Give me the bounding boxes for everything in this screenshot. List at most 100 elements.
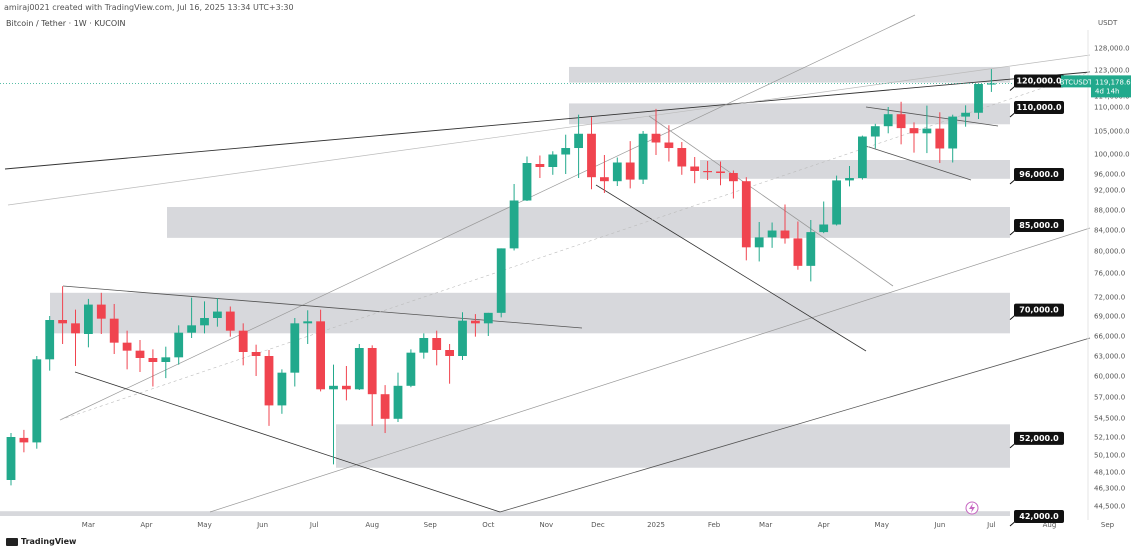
tradingview-brand: TradingView bbox=[6, 537, 76, 546]
level-tag bbox=[1014, 431, 1064, 445]
support-resistance-zone bbox=[336, 424, 1010, 468]
y-tick-label: 123,000.0 bbox=[1094, 67, 1130, 75]
candle-body bbox=[406, 352, 416, 386]
candle-body bbox=[806, 232, 816, 266]
candle-body bbox=[587, 133, 596, 178]
y-tick-label: 92,000.0 bbox=[1094, 187, 1125, 195]
candle-body bbox=[935, 128, 945, 149]
x-tick-label: Nov bbox=[540, 521, 554, 529]
level-label: 110,000.0 bbox=[1016, 103, 1061, 112]
candle-body bbox=[96, 304, 106, 319]
candle-body bbox=[858, 136, 867, 178]
candle-body bbox=[754, 237, 764, 248]
candle-body bbox=[32, 359, 42, 443]
trendline bbox=[59, 14, 916, 421]
y-tick-label: 84,000.0 bbox=[1094, 227, 1125, 235]
x-tick-label: Mar bbox=[82, 521, 95, 529]
y-tick-label: 110,000.0 bbox=[1094, 104, 1130, 112]
symbol-title: Bitcoin / Tether · 1W · KUCOIN bbox=[6, 19, 126, 28]
candle-body bbox=[445, 350, 454, 356]
trendline bbox=[7, 54, 1091, 206]
candle-body bbox=[974, 84, 983, 113]
candle-body bbox=[922, 128, 932, 134]
candle-body bbox=[174, 332, 184, 358]
candle-body bbox=[238, 330, 248, 352]
candle-body bbox=[58, 320, 67, 324]
candle-body bbox=[651, 133, 661, 143]
candle-body bbox=[109, 318, 119, 343]
countdown-label: 4d 14h bbox=[1095, 87, 1119, 95]
candle-body bbox=[832, 180, 841, 225]
current-price-tag-layer: BTCUSDT 119,178.64d 14h bbox=[1060, 75, 1131, 98]
support-resistance-zone bbox=[569, 103, 1010, 125]
candle-body bbox=[354, 348, 364, 390]
candle-body bbox=[19, 437, 29, 443]
tradingview-logo-icon bbox=[6, 537, 18, 546]
candle-body bbox=[677, 148, 687, 167]
y-axis: USDT128,000.0123,000.0119,000.0114,000.0… bbox=[1087, 19, 1130, 520]
candle-body bbox=[600, 177, 609, 182]
y-tick-label: 80,000.0 bbox=[1094, 248, 1125, 256]
x-tick-label: May bbox=[875, 521, 889, 529]
x-tick-label: Feb bbox=[708, 521, 721, 529]
candle-body bbox=[122, 342, 132, 351]
candle-body bbox=[483, 312, 493, 324]
support-resistance-zone bbox=[0, 511, 1010, 516]
y-tick-label: 69,000.0 bbox=[1094, 313, 1125, 321]
x-tick-label: Mar bbox=[759, 521, 772, 529]
symbol-tag-label: BTCUSDT bbox=[1060, 78, 1094, 86]
candle-body bbox=[161, 357, 171, 362]
y-tick-label: 88,000.0 bbox=[1094, 207, 1125, 215]
x-tick-label: Jun bbox=[256, 521, 268, 529]
publish-info: amiraj0021 created with TradingView.com,… bbox=[4, 3, 294, 12]
candle-body bbox=[84, 304, 93, 334]
candle-body bbox=[251, 352, 261, 356]
candles-layer bbox=[6, 69, 996, 486]
candle-body bbox=[716, 171, 725, 173]
support-resistance-zone bbox=[700, 160, 1010, 179]
y-tick-label: 72,000.0 bbox=[1094, 294, 1125, 302]
x-tick-label: Aug bbox=[365, 521, 379, 529]
candle-body bbox=[496, 248, 506, 313]
candle-body bbox=[148, 358, 158, 362]
candle-body bbox=[535, 164, 545, 167]
level-label: 96,000.0 bbox=[1019, 170, 1059, 179]
candle-body bbox=[45, 320, 55, 360]
candle-body bbox=[200, 318, 209, 326]
candle-body bbox=[909, 128, 919, 134]
symbol-tag bbox=[1061, 75, 1091, 88]
candle-body bbox=[883, 114, 893, 127]
y-tick-label: 54,500.0 bbox=[1094, 415, 1125, 423]
level-tag bbox=[1014, 219, 1064, 232]
candle-body bbox=[342, 385, 351, 390]
y-tick-label: 128,000.0 bbox=[1094, 45, 1130, 53]
x-tick-label: Sep bbox=[1101, 521, 1115, 529]
candle-body bbox=[845, 178, 854, 181]
candle-body bbox=[870, 126, 880, 137]
level-tag bbox=[1014, 101, 1064, 114]
y-tick-label: 44,500.0 bbox=[1094, 503, 1125, 511]
candle-body bbox=[471, 320, 480, 324]
price-tag-label: 119,178.6 bbox=[1095, 78, 1131, 86]
y-tick-label: 52,100.0 bbox=[1094, 434, 1125, 442]
candle-body bbox=[393, 385, 403, 419]
candle-body bbox=[6, 437, 16, 480]
candle-body bbox=[367, 348, 377, 395]
x-axis: Mar Apr May Jun Jul Aug Sep Oct Nov Dec 2025 Feb Mar… bbox=[82, 521, 1115, 529]
level-tag bbox=[1014, 168, 1064, 181]
x-tick-label: Dec bbox=[591, 521, 605, 529]
y-tick-label: 60,000.0 bbox=[1094, 373, 1125, 381]
x-tick-label: Jun bbox=[933, 521, 945, 529]
y-tick-label: 46,300.0 bbox=[1094, 485, 1125, 493]
candle-body bbox=[380, 394, 390, 419]
candle-body bbox=[961, 112, 970, 117]
level-label: 52,000.0 bbox=[1019, 434, 1059, 443]
candle-body bbox=[316, 321, 325, 390]
replay-icon[interactable] bbox=[965, 501, 979, 515]
trendline bbox=[4, 71, 1091, 170]
candle-body bbox=[264, 356, 274, 406]
level-tag bbox=[1014, 303, 1064, 317]
zones-layer bbox=[0, 66, 1010, 516]
brand-label: TradingView bbox=[21, 537, 77, 546]
